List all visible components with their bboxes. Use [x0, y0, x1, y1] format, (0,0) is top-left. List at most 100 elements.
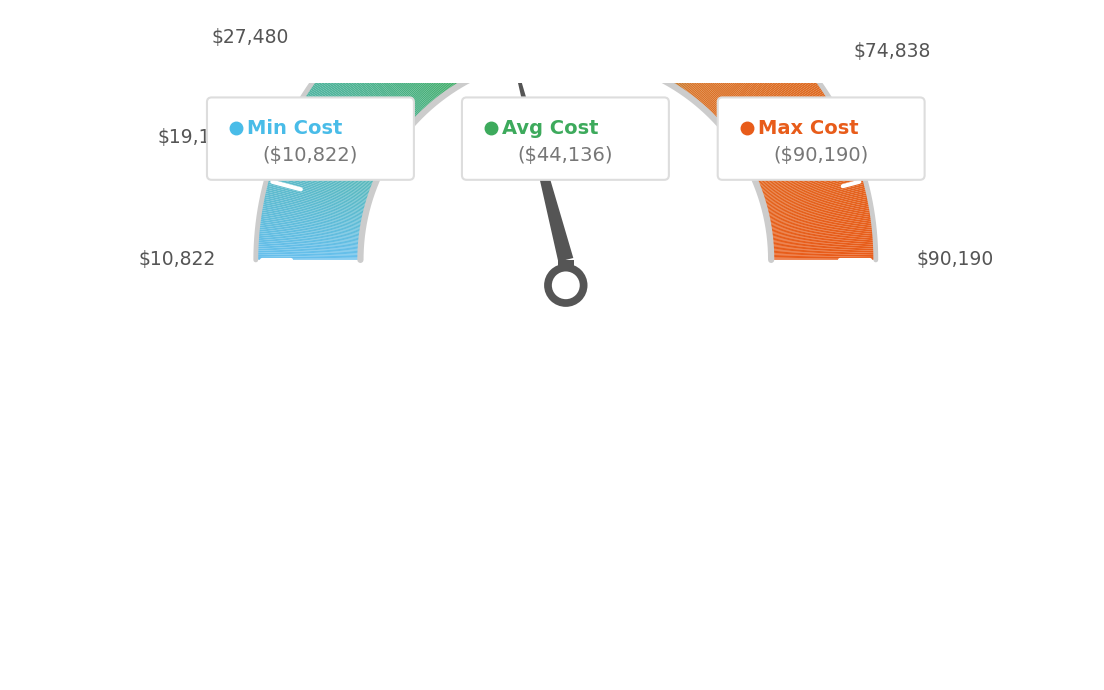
Wedge shape: [277, 145, 375, 185]
Wedge shape: [335, 53, 414, 124]
Wedge shape: [479, 0, 510, 64]
Wedge shape: [400, 0, 457, 88]
Wedge shape: [321, 70, 404, 135]
Wedge shape: [744, 106, 836, 159]
Wedge shape: [300, 100, 391, 155]
Wedge shape: [714, 48, 792, 120]
Wedge shape: [393, 3, 453, 90]
Wedge shape: [765, 184, 867, 210]
Wedge shape: [716, 50, 795, 122]
Wedge shape: [341, 46, 418, 119]
Wedge shape: [641, 0, 682, 70]
Wedge shape: [332, 56, 412, 126]
Wedge shape: [721, 58, 800, 127]
Wedge shape: [749, 120, 842, 168]
Wedge shape: [772, 256, 875, 259]
Wedge shape: [769, 219, 873, 235]
Wedge shape: [431, 0, 477, 77]
Wedge shape: [751, 126, 846, 172]
Wedge shape: [270, 163, 371, 197]
Wedge shape: [762, 170, 863, 201]
Wedge shape: [351, 37, 424, 113]
Wedge shape: [755, 141, 852, 182]
Wedge shape: [596, 0, 614, 59]
Wedge shape: [723, 62, 805, 130]
Wedge shape: [316, 76, 401, 139]
Wedge shape: [761, 165, 861, 198]
Wedge shape: [588, 0, 603, 57]
Wedge shape: [715, 49, 793, 121]
Wedge shape: [257, 233, 361, 244]
Wedge shape: [460, 0, 498, 68]
Wedge shape: [567, 0, 570, 56]
Wedge shape: [576, 0, 583, 56]
Wedge shape: [562, 0, 564, 56]
Wedge shape: [678, 2, 736, 90]
Wedge shape: [725, 66, 808, 132]
Wedge shape: [268, 170, 370, 201]
Wedge shape: [693, 19, 761, 101]
Wedge shape: [630, 0, 666, 67]
Wedge shape: [434, 0, 479, 75]
Wedge shape: [422, 0, 471, 79]
Wedge shape: [275, 152, 373, 190]
Wedge shape: [702, 29, 773, 108]
Wedge shape: [638, 0, 677, 69]
Wedge shape: [279, 141, 376, 182]
Wedge shape: [627, 0, 660, 66]
Wedge shape: [425, 0, 474, 78]
Wedge shape: [700, 26, 769, 106]
Wedge shape: [728, 71, 811, 136]
Wedge shape: [546, 0, 554, 57]
Wedge shape: [263, 195, 365, 218]
Wedge shape: [763, 172, 863, 203]
Wedge shape: [696, 21, 763, 103]
Wedge shape: [262, 200, 364, 221]
Wedge shape: [680, 4, 740, 91]
Wedge shape: [684, 8, 746, 94]
Wedge shape: [599, 0, 618, 59]
Wedge shape: [539, 0, 549, 57]
Wedge shape: [343, 43, 420, 117]
Wedge shape: [657, 0, 704, 77]
Wedge shape: [256, 258, 360, 260]
Wedge shape: [261, 206, 363, 226]
Wedge shape: [608, 0, 631, 61]
Wedge shape: [616, 0, 643, 62]
Wedge shape: [288, 122, 382, 170]
Wedge shape: [731, 76, 816, 139]
Text: $19,151: $19,151: [157, 128, 234, 147]
Wedge shape: [679, 3, 739, 90]
Wedge shape: [257, 225, 362, 238]
Wedge shape: [769, 221, 873, 235]
Wedge shape: [305, 92, 394, 150]
Wedge shape: [256, 256, 360, 259]
Wedge shape: [492, 0, 519, 61]
Wedge shape: [415, 0, 467, 81]
Wedge shape: [769, 227, 874, 239]
Wedge shape: [513, 0, 532, 59]
Wedge shape: [497, 0, 521, 61]
Wedge shape: [476, 0, 507, 65]
Wedge shape: [646, 0, 689, 72]
Text: $27,480: $27,480: [212, 28, 289, 47]
Wedge shape: [301, 98, 391, 154]
Wedge shape: [437, 0, 481, 75]
Wedge shape: [470, 0, 503, 66]
Wedge shape: [747, 115, 840, 165]
Wedge shape: [329, 59, 410, 128]
Wedge shape: [730, 75, 815, 138]
Wedge shape: [710, 41, 785, 116]
Wedge shape: [465, 0, 500, 67]
Wedge shape: [508, 0, 529, 59]
Wedge shape: [374, 17, 439, 99]
Wedge shape: [728, 70, 810, 135]
Wedge shape: [746, 112, 838, 163]
Wedge shape: [270, 165, 371, 198]
Wedge shape: [423, 0, 473, 79]
Wedge shape: [463, 0, 499, 68]
Wedge shape: [771, 250, 875, 255]
Wedge shape: [625, 0, 656, 65]
Wedge shape: [266, 181, 368, 209]
Wedge shape: [764, 179, 866, 208]
